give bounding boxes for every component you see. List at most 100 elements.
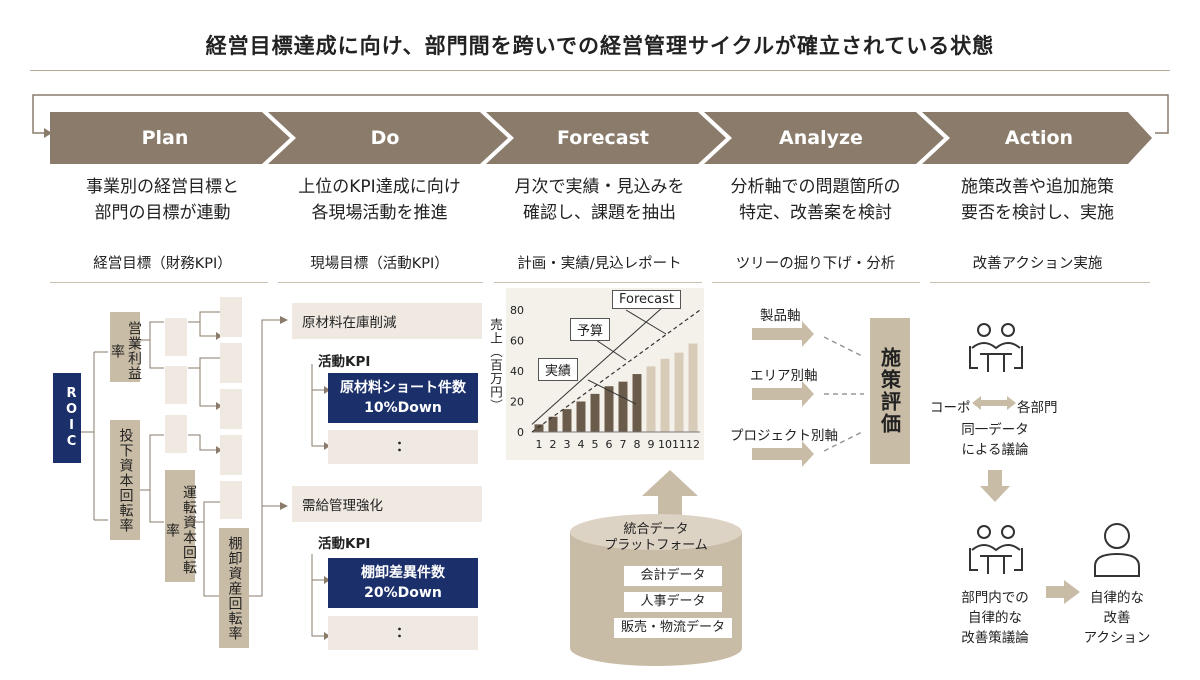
x-tick-label-2: 3: [564, 438, 571, 451]
stage-analyze-label: Analyze: [779, 127, 863, 149]
dept-meeting-icon: [969, 525, 1023, 574]
forecast-desc-line1: 月次で実績・見込みを: [514, 177, 685, 197]
plan-desc-line2: 部門の目標が連動: [94, 203, 231, 223]
meeting-icon: [969, 323, 1023, 372]
shared-data-line1: 同一データ: [961, 422, 1029, 438]
bar-month-3: [562, 409, 572, 432]
y-tick-label-2: 40: [510, 365, 524, 378]
kpi-leaf-1: [165, 318, 187, 356]
axis-project: プロジェクト別軸: [730, 428, 838, 444]
invested-capital-turnover-node: 投下資本回転率: [110, 420, 140, 540]
do-group2-kpi-label: 活動KPI: [318, 536, 371, 552]
do-group1-title: 原材料在庫削減: [292, 303, 482, 339]
forecast-subheading: 計画・実績/見込レポート: [517, 256, 682, 272]
roic-label: ROIC: [64, 386, 79, 450]
do-subheading: 現場目標（活動KPI）: [310, 256, 449, 272]
person-icon: [1094, 523, 1140, 577]
actual-tag-leader: [587, 379, 637, 405]
x-tick-label-7: 8: [634, 438, 641, 451]
measure-evaluation-box: 施策評価: [870, 318, 910, 464]
kpi-leaf-6: [220, 389, 242, 429]
title-divider: [30, 70, 1170, 71]
stage-do-label: Do: [370, 127, 400, 149]
x-tick-label-1: 2: [550, 438, 557, 451]
measure-evaluation-label: 施策評価: [877, 347, 902, 435]
forecast-description: 月次で実績・見込みを 確認し、課題を抽出: [492, 174, 707, 226]
x-tick-label-10: 11: [672, 438, 686, 451]
kpi-leaf-8: [220, 481, 242, 519]
down-arrow: [980, 470, 1010, 502]
plan-separator: [50, 282, 268, 283]
data-platform-title-line2: プラットフォーム: [604, 538, 708, 553]
action-desc-line2: 要否を検討し、実施: [961, 203, 1114, 223]
autonomous-action-line1: 自律的な: [1090, 590, 1144, 606]
cycle-return-arrowhead: [44, 128, 52, 138]
do-group2-kpi-name: 棚卸差異件数: [361, 565, 445, 581]
analyze-subheading: ツリーの掘り下げ・分析: [735, 256, 896, 272]
do-chevron: [268, 112, 508, 164]
plan-subheading: 経営目標（財務KPI）: [93, 256, 232, 272]
cycle-arrows: [32, 94, 1169, 164]
kpi-leaf-3: [165, 415, 187, 453]
x-tick-label-6: 7: [620, 438, 627, 451]
do-group2-kpi-target: 20%Down: [364, 585, 442, 601]
x-tick-label-8: 9: [648, 438, 655, 451]
kpi-leaf-2: [165, 366, 187, 404]
do-group1-kpi-name: 原材料ショート件数: [340, 380, 466, 396]
autonomous-action-line2: 改善: [1103, 610, 1131, 626]
working-capital-turnover-label: 運転資本回転率: [164, 485, 197, 575]
shared-data-line2: による議論: [961, 442, 1029, 458]
bar-month-8: [632, 374, 642, 432]
corp-label: コーポ: [930, 400, 971, 416]
dept-discussion-line2: 自律的な: [968, 610, 1022, 626]
forecast-separator: [494, 282, 702, 283]
axis-area: エリア別軸: [750, 368, 818, 384]
bar-month-6: [604, 386, 614, 432]
y-tick-label-0: 0: [517, 426, 524, 439]
analyze-separator: [712, 282, 920, 283]
analyze-chevron: [704, 112, 944, 164]
inventory-turnover-node: 棚卸資産回転率: [219, 528, 249, 648]
analyze-desc-line2: 特定、改善案を検討: [739, 203, 892, 223]
invested-capital-turnover-label: 投下資本回転率: [117, 428, 134, 533]
dept-discussion-text: 部門内での 自律的な 改善策議論: [940, 588, 1050, 648]
bar-month-1: [534, 424, 544, 432]
bar-month-7: [618, 381, 628, 432]
roic-node: ROIC: [53, 373, 81, 463]
bar-month-4: [576, 401, 586, 432]
y-tick-label-4: 80: [510, 304, 524, 317]
bar-month-5: [590, 393, 600, 432]
y-tick-label-1: 20: [510, 396, 524, 409]
bidirectional-arrow: [972, 396, 1016, 410]
stage-action-label: Action: [1004, 127, 1074, 149]
action-desc-line1: 施策改善や追加施策: [961, 177, 1114, 197]
depts-label: 各部門: [1017, 400, 1058, 416]
kpi-leaf-4: [220, 297, 242, 337]
bar-month-9: [646, 366, 656, 432]
shared-data-discussion: 同一データ による議論: [940, 420, 1050, 460]
do-group2-kpi-box: 棚卸差異件数 20%Down: [328, 558, 478, 608]
data-platform-title-line1: 統合データ: [623, 522, 689, 537]
bar-month-12: [688, 343, 698, 432]
db-item-accounting: 会計データ: [624, 566, 722, 586]
do-description: 上位のKPI達成に向け 各現場活動を推進: [272, 174, 487, 226]
tag-budget: 予算: [570, 318, 611, 341]
do-separator: [278, 282, 483, 283]
action-subheading: 改善アクション実施: [972, 256, 1103, 272]
kpi-leaf-5: [220, 343, 242, 383]
kpi-tree-lines: [80, 311, 288, 597]
x-tick-label-3: 4: [578, 438, 585, 451]
dept-discussion-line3: 改善策議論: [961, 630, 1029, 646]
operating-margin-node: 営業利益率: [109, 312, 142, 382]
forecast-tag-leader: [625, 309, 667, 335]
do-tree-lines: [311, 364, 330, 640]
chart-ylabel: 売上（百万円）: [488, 318, 504, 416]
autonomous-action-line3: アクション: [1083, 630, 1151, 646]
data-platform-title: 統合データ プラットフォーム: [568, 522, 744, 554]
do-group1-kpi-target: 10%Down: [364, 400, 442, 416]
bar-month-11: [674, 352, 684, 432]
do-desc-line1: 上位のKPI達成に向け: [298, 177, 461, 197]
db-item-hr: 人事データ: [624, 592, 722, 612]
action-separator: [930, 282, 1150, 283]
